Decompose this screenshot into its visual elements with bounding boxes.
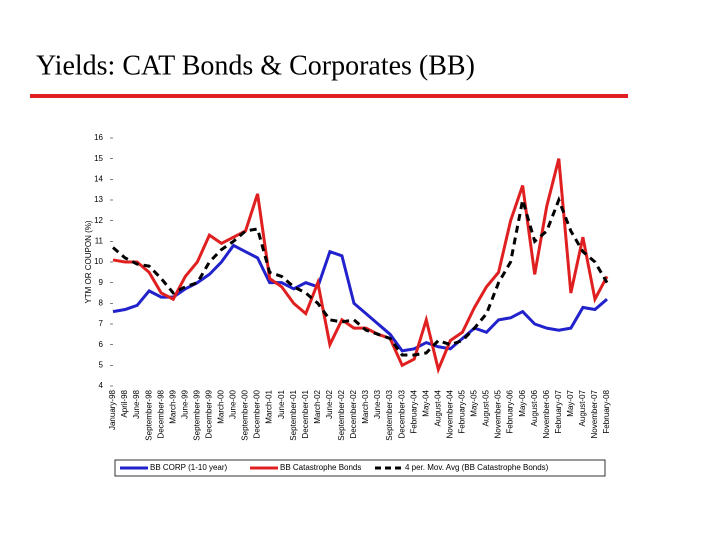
x-tick-label: September-99 xyxy=(192,389,201,440)
x-tick-label: November-05 xyxy=(494,389,503,438)
x-tick-label: March-03 xyxy=(361,389,370,423)
y-tick-label: 12 xyxy=(94,216,103,225)
x-tick-label: May-06 xyxy=(518,389,527,416)
x-tick-label: September-01 xyxy=(289,389,298,440)
x-tick-label: August-06 xyxy=(530,389,539,426)
x-tick-label: September-00 xyxy=(241,389,250,440)
x-tick-label: March-99 xyxy=(168,389,177,423)
x-tick-label: August-04 xyxy=(433,389,442,426)
y-axis-label: YTM OR COUPON (%) xyxy=(84,220,93,303)
y-tick-label: 4 xyxy=(99,381,104,390)
x-tick-label: September-02 xyxy=(337,389,346,440)
x-tick-label: December-02 xyxy=(349,389,358,438)
legend-label: BB Catastrophe Bonds xyxy=(280,463,361,472)
x-tick-label: August-05 xyxy=(482,389,491,426)
x-tick-label: February-08 xyxy=(602,389,611,433)
x-tick-label: November-07 xyxy=(590,389,599,438)
x-tick-label: June-99 xyxy=(180,389,189,418)
x-tick-label: February-05 xyxy=(458,389,467,433)
x-tick-label: June-00 xyxy=(229,389,238,418)
x-tick-label: June-98 xyxy=(132,389,141,418)
series-line xyxy=(112,158,609,375)
y-tick-label: 11 xyxy=(95,236,104,245)
x-tick-label: May-05 xyxy=(470,389,479,416)
x-tick-label: April-98 xyxy=(120,389,129,417)
y-tick-label: 14 xyxy=(94,174,103,183)
x-tick-label: February-06 xyxy=(506,389,515,433)
x-tick-label: September-03 xyxy=(385,389,394,440)
y-tick-label: 13 xyxy=(94,195,103,204)
x-tick-label: June-03 xyxy=(373,389,382,418)
y-tick-label: 10 xyxy=(94,257,103,266)
y-tick-label: 8 xyxy=(99,298,104,307)
x-tick-label: May-07 xyxy=(566,389,575,416)
x-tick-label: January-98 xyxy=(108,389,117,430)
y-tick-label: 5 xyxy=(99,360,104,369)
x-tick-label: November-04 xyxy=(445,389,454,438)
x-tick-label: November-06 xyxy=(542,389,551,438)
y-tick-label: 15 xyxy=(94,154,103,163)
x-tick-label: December-00 xyxy=(253,389,262,438)
title-underline xyxy=(30,94,628,98)
x-tick-label: December-98 xyxy=(156,389,165,438)
legend-box xyxy=(114,459,606,477)
x-tick-label: March-01 xyxy=(265,389,274,423)
x-tick-label: May-04 xyxy=(421,389,430,416)
chart-title: Yields: CAT Bonds & Corporates (BB) xyxy=(36,50,475,81)
series-line xyxy=(112,195,609,357)
legend-label: 4 per. Mov. Avg (BB Catastrophe Bonds) xyxy=(405,463,549,472)
x-tick-label: June-02 xyxy=(325,389,334,418)
x-tick-label: March-00 xyxy=(217,389,226,423)
y-tick-label: 16 xyxy=(94,133,103,142)
y-tick-label: 7 xyxy=(99,319,104,328)
x-tick-label: December-01 xyxy=(301,389,310,438)
x-tick-label: August-07 xyxy=(578,389,587,426)
x-tick-label: February-04 xyxy=(409,389,418,433)
x-tick-label: September-98 xyxy=(144,389,153,440)
x-tick-label: December-03 xyxy=(397,389,406,438)
legend-label: BB CORP (1-10 year) xyxy=(150,463,228,472)
x-tick-label: December-99 xyxy=(204,389,213,438)
x-tick-label: March-02 xyxy=(313,389,322,423)
y-tick-label: 6 xyxy=(99,340,104,349)
x-tick-label: February-07 xyxy=(554,389,563,433)
y-tick-label: 9 xyxy=(99,278,104,287)
x-tick-label: June-01 xyxy=(277,389,286,418)
